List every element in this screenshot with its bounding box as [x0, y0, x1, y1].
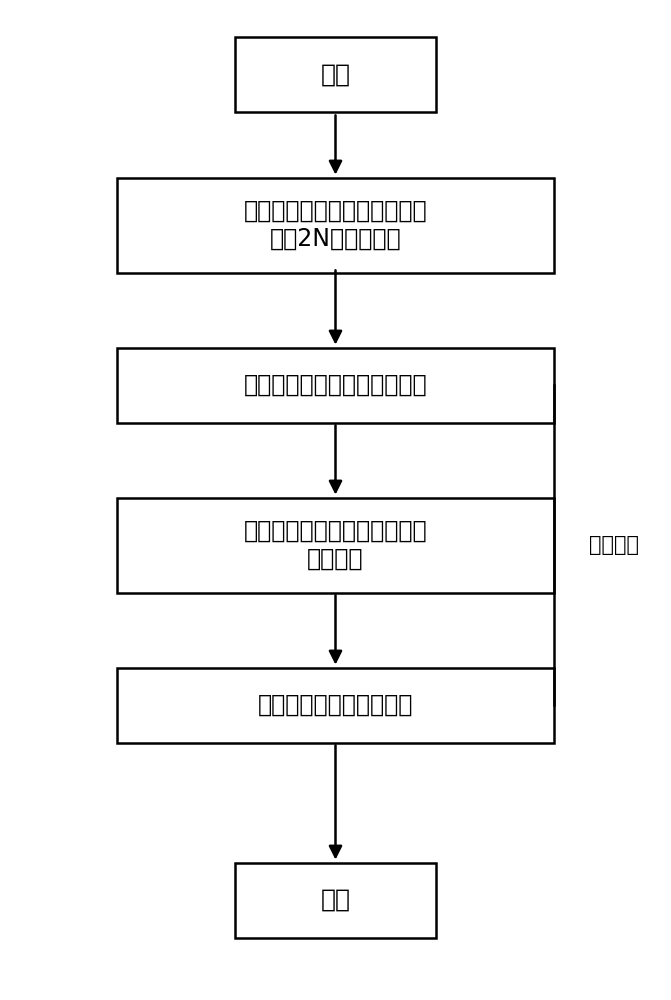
Text: 分配单、双极性调制所占比例: 分配单、双极性调制所占比例 [244, 373, 427, 397]
Bar [235, 37, 436, 112]
Text: 开始: 开始 [321, 63, 350, 87]
Text: 将调制信号正弦波每个周期等
分成2N个计数区间: 将调制信号正弦波每个周期等 分成2N个计数区间 [244, 199, 427, 251]
Text: 切换开关管驱动信号模式: 切换开关管驱动信号模式 [258, 693, 413, 717]
Bar [117, 348, 554, 422]
Bar [117, 497, 554, 592]
Text: 下一周期: 下一周期 [589, 535, 639, 555]
Text: 结束: 结束 [321, 888, 350, 912]
Bar [235, 862, 436, 938]
Bar [117, 178, 554, 272]
Bar [117, 668, 554, 742]
Text: 确定各个周期中切换点的计数
区间序号: 确定各个周期中切换点的计数 区间序号 [244, 519, 427, 571]
